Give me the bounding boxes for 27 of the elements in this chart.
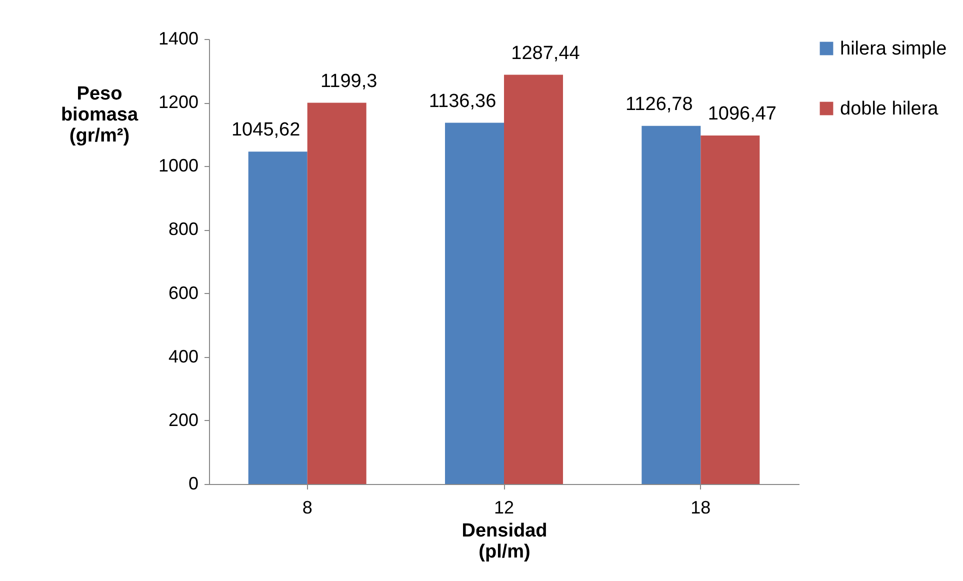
bar bbox=[504, 74, 563, 484]
y-tick-label: 200 bbox=[168, 410, 198, 430]
data-label: 1096,47 bbox=[708, 103, 777, 124]
bar bbox=[642, 126, 701, 484]
y-tick-label: 800 bbox=[168, 219, 198, 240]
y-tick-label: 400 bbox=[168, 346, 198, 366]
y-axis-title: Peso biomasa (gr/m²) bbox=[60, 84, 138, 146]
data-label: 1199,3 bbox=[320, 70, 378, 92]
bar bbox=[248, 152, 308, 484]
data-label: 1136,36 bbox=[428, 90, 496, 112]
data-label: 1126,78 bbox=[626, 94, 693, 115]
x-tick-label: 8 bbox=[302, 498, 312, 518]
y-tick-label: 600 bbox=[168, 282, 198, 303]
bar bbox=[307, 102, 366, 484]
bar bbox=[700, 135, 760, 484]
data-label: 1045,62 bbox=[231, 120, 300, 141]
bar bbox=[445, 122, 504, 484]
legend-label: doble hilera bbox=[840, 98, 939, 120]
y-tick-label: 1400 bbox=[158, 28, 198, 48]
y-tick-label: 0 bbox=[188, 474, 198, 494]
x-tick-label: 18 bbox=[690, 498, 711, 518]
data-label: 1287,44 bbox=[511, 42, 580, 64]
x-tick-label: 12 bbox=[494, 498, 514, 518]
y-tick-label: 1000 bbox=[158, 156, 198, 176]
legend-label: hilera simple bbox=[840, 38, 947, 60]
y-tick-label: 1200 bbox=[158, 92, 198, 112]
x-axis-title: Densidad (pl/m) bbox=[462, 520, 548, 562]
